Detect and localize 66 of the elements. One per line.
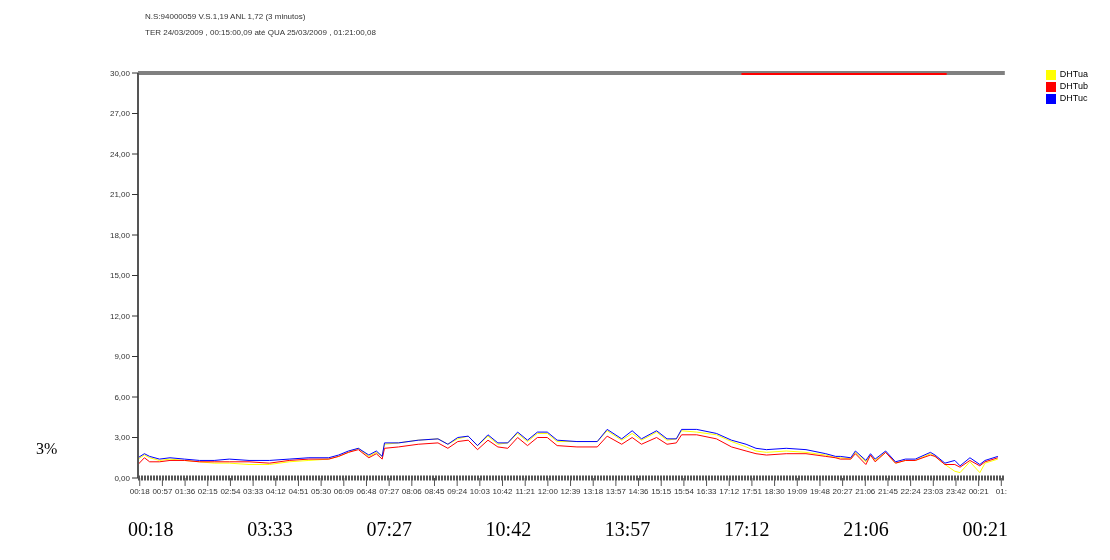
- x-tick-label: 18:30: [764, 486, 786, 496]
- y-tick-label: 9,00: [114, 352, 131, 362]
- x-tick-label: 17:12: [719, 486, 740, 496]
- x-tick-label: 01:36: [175, 486, 196, 496]
- chart-subtitle: TER 24/03/2009 , 00:15:00,09 até QUA 25/03/2009 , 01:21:00,08: [145, 28, 376, 37]
- x-tick-label: 20:27: [832, 486, 854, 496]
- x-tick-label: 02:15: [197, 486, 219, 496]
- y-tick-label: 15,00: [109, 271, 131, 281]
- text: 03:33: [247, 518, 293, 541]
- x-tick-label: 10:03: [469, 486, 491, 496]
- x-tick-label: 01:: [995, 486, 1007, 496]
- legend-label: DHTuc: [1059, 93, 1088, 103]
- x-tick-label: 05:30: [311, 486, 332, 496]
- x-tick-label: 22:24: [900, 486, 922, 496]
- text: 17:12: [724, 518, 770, 541]
- text: 00:21: [962, 518, 1008, 541]
- x-tick-label: 14:36: [628, 486, 650, 496]
- x-tick-label: 13:57: [605, 486, 627, 496]
- y-tick-label: 30,00: [109, 68, 131, 78]
- text: 13:57: [604, 518, 651, 541]
- x-tick-label: 16:33: [696, 486, 718, 496]
- x-tick-label: 12:00: [537, 486, 559, 496]
- x-tick-label: 04:12: [265, 486, 287, 496]
- x-tick-label: 08:45: [424, 486, 446, 496]
- x-tick-label: 00:18: [129, 486, 151, 496]
- y-tick-label: 18,00: [109, 230, 131, 240]
- x-tick-label: 21:06: [855, 486, 876, 496]
- text: 07:27: [366, 518, 412, 541]
- y-tick-label: 3,00: [114, 433, 131, 443]
- x-tick-label: 15:15: [651, 486, 672, 496]
- x-tick-label: 15:54: [673, 486, 695, 496]
- x-tick-label: 19:48: [809, 486, 831, 496]
- x-tick-label: 23:03: [923, 486, 944, 496]
- chart-title: N.S:94000059 V.S.1,19 ANL 1,72 (3 minutos): [145, 12, 306, 21]
- x-tick-label: 13:18: [583, 486, 604, 496]
- text: 10:42: [485, 518, 532, 541]
- y-tick-label: 0,00: [114, 473, 131, 483]
- x-tick-label: 17:51: [741, 486, 763, 496]
- x-tick-label: 00:57: [152, 486, 173, 496]
- line-series: [138, 434, 999, 468]
- legend-label: DHTub: [1059, 81, 1088, 91]
- y-tick-label: 6,00: [114, 392, 131, 402]
- x-tick-label: 10:42: [492, 486, 514, 496]
- line-series: [138, 428, 999, 467]
- x-tick-label: 19:09: [787, 486, 808, 496]
- x-tick-label: 00:21: [968, 486, 990, 496]
- x-tick-label: 09:24: [447, 486, 468, 496]
- text: 00:18: [128, 518, 174, 541]
- x-tick-label: 02:54: [220, 486, 241, 496]
- y-tick-label: 24,00: [109, 149, 131, 159]
- x-tick-label: 11:21: [515, 486, 536, 496]
- x-tick-label: 07:27: [379, 486, 400, 496]
- x-tick-label: 23:42: [945, 486, 967, 496]
- x-tick-label: 03:33: [243, 486, 264, 496]
- x-tick-label: 12:39: [560, 486, 582, 496]
- x-tick-label: 06:09: [333, 486, 355, 496]
- legend-label: DHTua: [1059, 69, 1088, 79]
- x-tick-label: 08:06: [401, 486, 423, 496]
- y-tick-label: 21,00: [109, 190, 131, 200]
- text: 3%: [36, 440, 58, 458]
- y-tick-label: 12,00: [109, 311, 131, 321]
- x-tick-label: 04:51: [288, 486, 310, 496]
- y-tick-label: 27,00: [109, 109, 131, 119]
- text: 21:06: [843, 518, 889, 541]
- x-tick-label: 06:48: [356, 486, 378, 496]
- x-tick-label: 21:45: [877, 486, 899, 496]
